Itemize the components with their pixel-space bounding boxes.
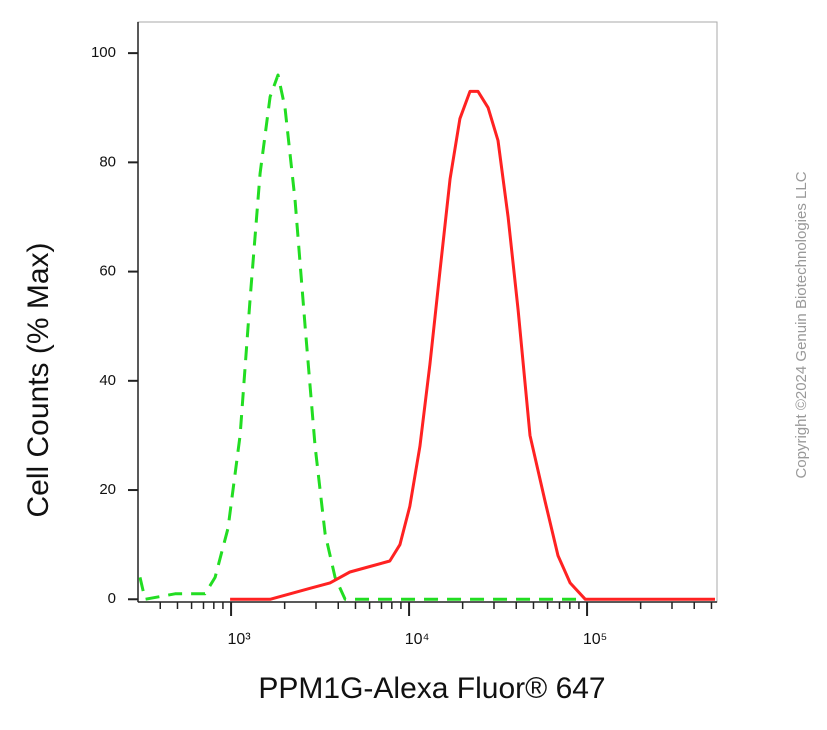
x-tick-label: 10⁴ bbox=[405, 631, 430, 648]
y-tick-label: 80 bbox=[99, 153, 116, 170]
series-line bbox=[230, 89, 715, 601]
copyright: Copyright ©2024 Genuin Biotechnologies L… bbox=[793, 171, 810, 478]
y-tick-label: 0 bbox=[108, 590, 116, 607]
y-tick-label: 60 bbox=[99, 263, 116, 280]
x-tick-label: 10³ bbox=[228, 631, 252, 648]
y-tick-label: 20 bbox=[99, 481, 116, 498]
x-tick-label: 10⁵ bbox=[583, 631, 607, 648]
plot-frame bbox=[137, 21, 718, 603]
y-axis-label: Cell Counts (% Max) bbox=[22, 242, 55, 517]
x-axis-label: PPM1G-Alexa Fluor® 647 bbox=[258, 672, 605, 705]
series-line bbox=[138, 73, 581, 601]
y-tick-label: 40 bbox=[99, 372, 116, 389]
y-tick-label: 100 bbox=[91, 44, 116, 61]
